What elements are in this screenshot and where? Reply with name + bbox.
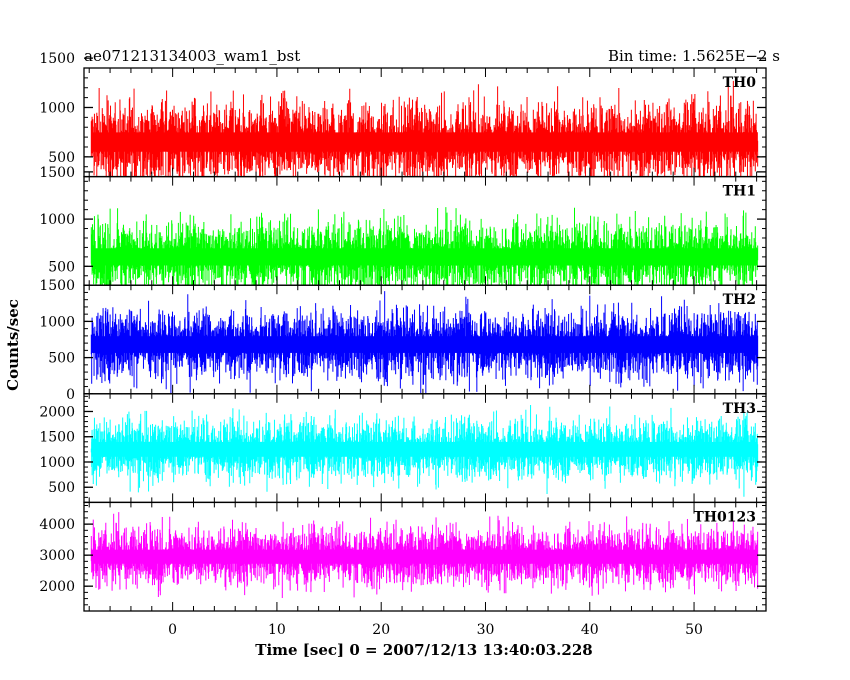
series-th0123-core	[91, 549, 758, 564]
y-tick-label: 500	[48, 150, 75, 166]
x-tick-label: 20	[372, 622, 390, 638]
y-tick-label: 3000	[39, 548, 75, 564]
y-tick-label: 1500	[39, 430, 75, 446]
y-tick-label: 0	[66, 387, 75, 403]
x-tick-label: 50	[685, 622, 703, 638]
x-tick-label: 10	[268, 622, 286, 638]
panel-th0123: 2000 3000 4000 TH0123	[39, 501, 767, 612]
panel-th2: 0 500 1000 1500 TH2	[39, 278, 767, 403]
x-tick-label: 0	[168, 622, 177, 638]
panel-th0: 500 1000 1500 TH0	[39, 51, 767, 178]
bin-time-label: Bin time: 1.5625E−2 s	[608, 47, 780, 65]
series-th0-core	[91, 132, 758, 152]
panel-th1: 500 1000 1500 TH1	[39, 165, 767, 286]
x-tick-label: 30	[477, 622, 495, 638]
x-axis: 0 10 20 30 40 50	[168, 622, 703, 638]
panel-label: TH3	[723, 401, 756, 417]
y-tick-label: 2000	[39, 404, 75, 420]
x-axis-label: Time [sec] 0 = 2007/12/13 13:40:03.228	[255, 641, 592, 659]
y-tick-label: 500	[48, 259, 75, 275]
y-tick-label: 1500	[39, 165, 75, 181]
y-axis-label: Counts/sec	[4, 299, 22, 391]
y-tick-label: 2000	[39, 579, 75, 595]
series-th1-core	[91, 248, 758, 266]
y-tick-label: 1000	[39, 455, 75, 471]
x-tick-label: 40	[581, 622, 599, 638]
panel-th3: 500 1000 1500 2000 TH3	[39, 393, 767, 504]
y-tick-label: 1000	[39, 100, 75, 116]
panel-label: TH0123	[693, 509, 756, 525]
y-tick-label: 500	[48, 351, 75, 367]
series-th3-core	[91, 441, 758, 457]
y-tick-label: 4000	[39, 517, 75, 533]
panel-frame	[83, 501, 767, 612]
figure-title: ae071213134003_wam1_bst	[84, 47, 300, 65]
panel-label: TH1	[723, 184, 756, 200]
panel-label: TH0	[723, 75, 757, 91]
y-tick-label: 1500	[39, 51, 75, 67]
series-th2-core	[91, 336, 758, 353]
y-tick-label: 1000	[39, 314, 75, 330]
y-tick-label: 500	[48, 480, 75, 496]
panels: 500 1000 1500 TH0 500 1000 1500 TH1 0 500 1000 1500…	[39, 51, 767, 612]
y-tick-label: 1000	[39, 212, 75, 228]
panel-label: TH2	[723, 292, 756, 308]
y-tick-label: 1500	[39, 278, 75, 294]
